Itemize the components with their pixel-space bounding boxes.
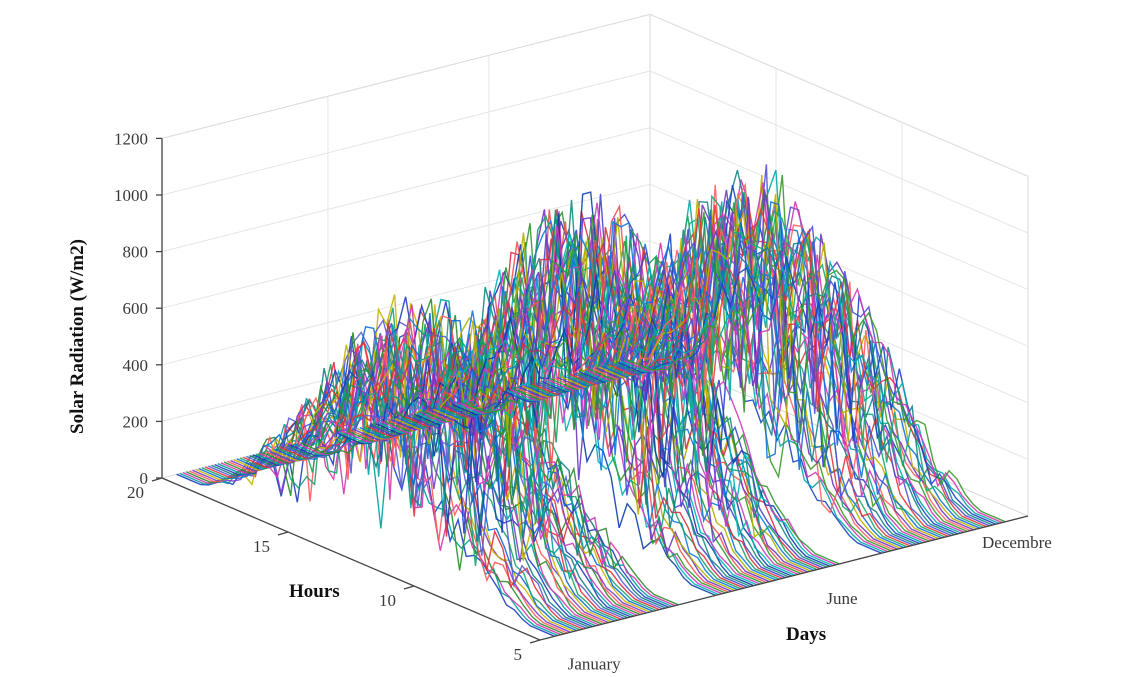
day-series-line <box>582 169 962 534</box>
y-tick-mark <box>403 585 415 590</box>
x-tick-label: January <box>568 655 621 674</box>
z-tick-label: 600 <box>123 299 149 318</box>
day-series-line <box>588 175 968 533</box>
day-series-line <box>375 220 754 587</box>
day-series-line <box>277 320 657 612</box>
y-tick-mark <box>529 639 541 644</box>
day-series-line <box>627 264 1006 523</box>
z-axis-label: Solar Radiation (W/m2) <box>67 239 88 434</box>
day-series-line <box>397 219 777 581</box>
y-tick-mark <box>277 531 289 536</box>
day-series-line <box>541 199 920 545</box>
day-series-line <box>201 363 581 631</box>
day-series-line <box>623 241 1003 524</box>
day-series-line <box>617 255 997 525</box>
z-tick-label: 200 <box>123 412 149 431</box>
day-series-line <box>438 229 818 571</box>
grid-line <box>161 183 651 309</box>
grid-line <box>161 70 651 196</box>
box-edge <box>161 13 651 139</box>
day-series-line <box>601 200 981 529</box>
grid-line <box>649 70 1029 234</box>
x-tick-label: Decembre <box>982 533 1052 552</box>
tick-labels: 0200400600800100012005101520JanuaryJuneD… <box>114 129 1052 673</box>
x-axis-label: Days <box>786 624 826 645</box>
day-series-line <box>255 298 635 617</box>
z-tick-label: 1200 <box>114 129 148 148</box>
y-axis-label: Hours <box>289 581 340 602</box>
box-edge <box>649 13 1029 177</box>
y-tick-label: 10 <box>379 591 396 610</box>
z-tick-label: 400 <box>123 356 149 375</box>
day-series-line <box>595 189 974 531</box>
y-tick-label: 20 <box>127 483 144 502</box>
y-axis-line <box>161 477 541 641</box>
day-series-line <box>614 244 993 526</box>
day-series-line <box>576 170 955 536</box>
day-series-line <box>252 296 632 618</box>
grid-line <box>649 127 1029 291</box>
z-tick-label: 1000 <box>114 186 148 205</box>
z-tick-label: 0 <box>140 469 149 488</box>
day-series-line <box>432 217 812 572</box>
day-series-line <box>290 342 670 608</box>
z-tick-label: 800 <box>123 243 149 262</box>
x-axis-line <box>539 515 1029 641</box>
day-series-line <box>249 340 628 619</box>
y-tick-label: 15 <box>253 537 270 556</box>
series-lines <box>176 164 1006 637</box>
day-series-line <box>413 191 793 577</box>
y-tick-label: 5 <box>514 645 523 664</box>
grid-line <box>161 127 651 253</box>
y-tick-mark <box>151 477 163 482</box>
day-series-line <box>598 194 978 530</box>
day-series-line <box>394 225 774 582</box>
x-tick-label: June <box>826 589 857 608</box>
